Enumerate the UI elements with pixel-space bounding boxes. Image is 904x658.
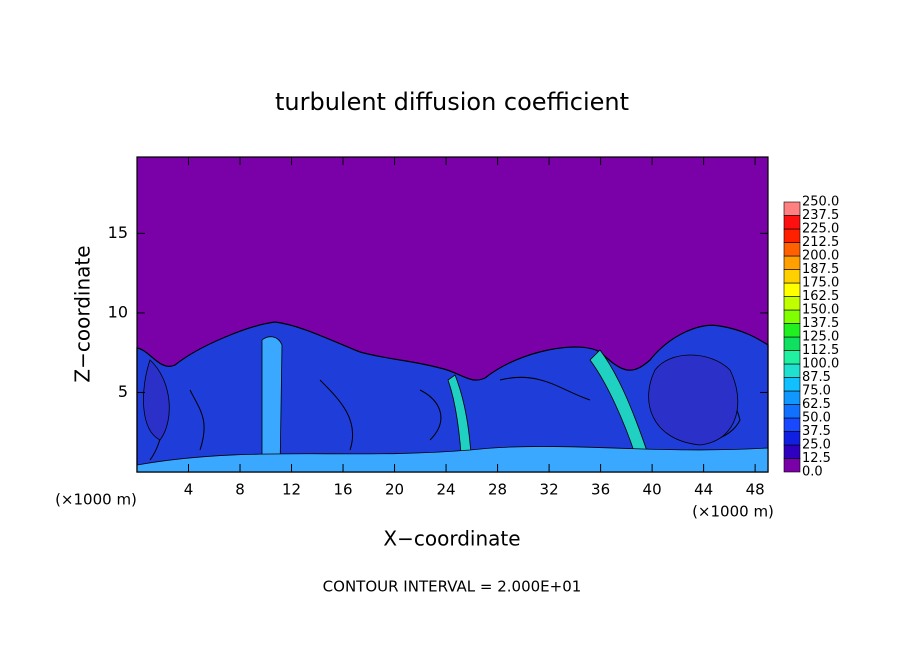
colorbar-box bbox=[783, 228, 801, 243]
colorbar-label: 212.5 bbox=[802, 235, 839, 250]
colorbar-label: 187.5 bbox=[802, 262, 839, 277]
y-tick-label: 15 bbox=[108, 223, 128, 242]
colorbar-label: 162.5 bbox=[802, 289, 839, 304]
colorbar-label: 62.5 bbox=[802, 397, 831, 412]
x-tick-label: 36 bbox=[591, 481, 610, 499]
y-tick-label: 5 bbox=[118, 382, 128, 401]
colorbar-box bbox=[783, 390, 801, 405]
footer-note: CONTOUR INTERVAL = 2.000E+01 bbox=[323, 578, 582, 596]
field-region bbox=[136, 321, 769, 473]
y-axis-label: Z−coordinate bbox=[71, 245, 95, 382]
x-tick-label: 24 bbox=[437, 481, 456, 499]
colorbar-box bbox=[783, 377, 801, 392]
colorbar-label: 0.0 bbox=[802, 465, 823, 480]
y-tick-label: 10 bbox=[108, 302, 128, 321]
colorbar-label: 137.5 bbox=[802, 316, 839, 331]
colorbar-label: 37.5 bbox=[802, 424, 831, 439]
field-streak bbox=[261, 336, 283, 473]
colorbar-box bbox=[783, 255, 801, 270]
colorbar-label: 250.0 bbox=[802, 195, 839, 210]
colorbar-label: 200.0 bbox=[802, 249, 839, 264]
x-unit-label: (×1000 m) bbox=[55, 491, 137, 509]
colorbar-box bbox=[783, 269, 801, 284]
x-axis-label: X−coordinate bbox=[383, 527, 520, 551]
colorbar-label: 12.5 bbox=[802, 451, 831, 466]
x-tick-label: 32 bbox=[540, 481, 559, 499]
plot-area bbox=[136, 156, 769, 473]
colorbar-label: 75.0 bbox=[802, 384, 831, 399]
colorbar-label: 225.0 bbox=[802, 222, 839, 237]
x-tick-label: 20 bbox=[385, 481, 404, 499]
colorbar-label: 112.5 bbox=[802, 343, 839, 358]
colorbar-box bbox=[783, 431, 801, 446]
colorbar-box bbox=[783, 323, 801, 338]
field-streak bbox=[136, 446, 769, 473]
colorbar-label: 237.5 bbox=[802, 208, 839, 223]
x-tick-label: 48 bbox=[746, 481, 765, 499]
colorbar-label: 25.0 bbox=[802, 438, 831, 453]
x-unit-label: (×1000 m) bbox=[692, 503, 774, 521]
x-tick-label: 28 bbox=[488, 481, 507, 499]
colorbar-label: 150.0 bbox=[802, 303, 839, 318]
colorbar-box bbox=[783, 296, 801, 311]
colorbar-box bbox=[783, 242, 801, 257]
x-tick-label: 12 bbox=[282, 481, 301, 499]
chart-title: turbulent diffusion coefficient bbox=[275, 88, 629, 116]
colorbar-box bbox=[783, 201, 801, 216]
field-eddy bbox=[143, 354, 739, 446]
plot-frame bbox=[136, 156, 769, 473]
colorbar-box bbox=[783, 309, 801, 324]
x-tick-label: 16 bbox=[333, 481, 352, 499]
colorbar-box bbox=[783, 215, 801, 230]
x-tick-label: 4 bbox=[184, 481, 194, 499]
colorbar-label: 50.0 bbox=[802, 411, 831, 426]
x-tick-label: 40 bbox=[643, 481, 662, 499]
colorbar-label: 125.0 bbox=[802, 330, 839, 345]
colorbar-box bbox=[783, 336, 801, 351]
colorbar-box bbox=[783, 363, 801, 378]
colorbar-box bbox=[783, 404, 801, 419]
colorbar-box bbox=[783, 444, 801, 459]
x-tick-label: 8 bbox=[235, 481, 245, 499]
colorbar-label: 87.5 bbox=[802, 370, 831, 385]
colorbar-label: 175.0 bbox=[802, 276, 839, 291]
colorbar-box bbox=[783, 458, 801, 473]
colorbar-box bbox=[783, 417, 801, 432]
x-tick-label: 44 bbox=[694, 481, 713, 499]
colorbar-box bbox=[783, 282, 801, 297]
colorbar-label: 100.0 bbox=[802, 357, 839, 372]
colorbar-box bbox=[783, 350, 801, 365]
